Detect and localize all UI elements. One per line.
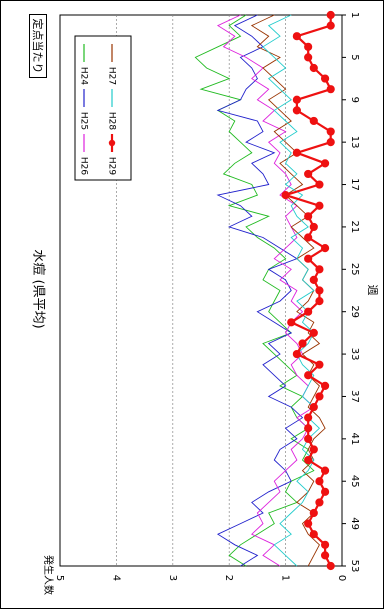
data-point-H29 [304, 455, 313, 465]
week-tick-label: 45 [349, 475, 360, 488]
data-point-H29 [326, 561, 335, 571]
data-point-H29 [326, 10, 335, 20]
y-axis-title: 発生人数 [42, 555, 55, 595]
data-point-H29 [304, 413, 313, 422]
data-point-H29 [292, 349, 301, 359]
x-axis-title: 週 [366, 285, 379, 296]
data-point-H29 [304, 371, 313, 380]
week-tick-label: 37 [349, 390, 360, 403]
data-point-H29 [320, 466, 330, 475]
chart-title: 水痘 (県平均) [31, 249, 46, 328]
data-point-H29 [320, 487, 330, 496]
data-point-H29 [315, 286, 324, 295]
data-point-H29 [309, 508, 318, 518]
data-point-H29 [315, 265, 324, 274]
data-point-H29 [315, 360, 324, 369]
data-point-H29 [304, 519, 313, 528]
data-point-H29 [304, 254, 313, 263]
data-point-H29 [309, 222, 318, 232]
unit-stamp-label: 定点当たり [31, 18, 44, 74]
data-point-H29 [315, 498, 324, 507]
data-point-H29 [326, 85, 335, 94]
value-tick-label: 0 [336, 575, 347, 581]
data-point-H29 [281, 191, 290, 200]
legend-marker-H29 [108, 139, 116, 147]
data-point-H29 [309, 445, 318, 454]
value-tick-label: 2 [223, 575, 234, 581]
week-tick-label: 53 [349, 560, 360, 573]
legend-label-H24: H24 [79, 67, 89, 85]
data-point-H29 [309, 63, 318, 73]
week-tick-label: 5 [349, 54, 360, 60]
value-tick-label: 5 [54, 575, 65, 581]
data-point-H29 [309, 328, 318, 337]
series-line-H26 [216, 14, 315, 567]
value-tick-label: 1 [280, 575, 291, 581]
data-point-H29 [326, 138, 335, 147]
data-point-H29 [304, 42, 313, 51]
week-tick-label: 21 [349, 221, 360, 234]
data-point-H29 [304, 53, 313, 62]
data-point-H29 [287, 318, 296, 327]
data-point-H29 [309, 530, 318, 539]
data-point-H29 [320, 74, 330, 83]
week-tick-label: 25 [349, 263, 360, 276]
data-point-H29 [304, 169, 313, 179]
data-point-H29 [326, 127, 335, 136]
legend-label-H26: H26 [79, 157, 89, 175]
data-point-H29 [304, 212, 313, 221]
data-point-H29 [304, 233, 313, 242]
data-point-H29 [315, 201, 324, 210]
legend-label-H29: H29 [107, 157, 117, 175]
data-point-H29 [315, 477, 324, 486]
data-point-H29 [320, 381, 330, 390]
data-point-H29 [320, 159, 330, 168]
value-tick-label: 3 [167, 575, 178, 581]
week-tick-label: 13 [349, 136, 360, 149]
value-tick-label: 4 [110, 575, 121, 581]
series-line-H28 [262, 14, 321, 567]
data-point-H29 [298, 339, 307, 348]
legend-label-H25: H25 [79, 112, 89, 130]
data-point-H29 [292, 95, 301, 104]
week-tick-label: 33 [349, 348, 360, 361]
week-tick-label: 17 [349, 178, 360, 191]
legend-label-H28: H28 [107, 112, 117, 130]
data-point-H29 [315, 180, 324, 189]
week-tick-label: 49 [349, 517, 360, 530]
series-line-H25 [216, 14, 304, 567]
week-tick-label: 9 [349, 97, 360, 103]
data-point-H29 [320, 551, 330, 560]
data-point-H29 [292, 148, 301, 157]
data-point-H29 [320, 244, 330, 253]
data-point-H29 [309, 116, 318, 126]
week-tick-label: 41 [349, 432, 360, 445]
legend-label-H27: H27 [107, 67, 117, 85]
data-point-H29 [320, 540, 330, 549]
data-point-H29 [292, 106, 301, 115]
data-point-H29 [304, 434, 313, 443]
data-point-H29 [326, 21, 335, 30]
data-point-H29 [309, 402, 318, 412]
unit-stamp: 定点当たり [29, 14, 47, 78]
week-tick-label: 1 [349, 12, 360, 18]
data-point-H29 [292, 32, 301, 41]
data-point-H29 [315, 296, 324, 306]
data-point-H29 [304, 307, 313, 316]
week-tick-label: 29 [349, 305, 360, 318]
data-point-H29 [315, 392, 324, 401]
data-point-H29 [304, 424, 313, 433]
data-point-H29 [309, 275, 318, 285]
